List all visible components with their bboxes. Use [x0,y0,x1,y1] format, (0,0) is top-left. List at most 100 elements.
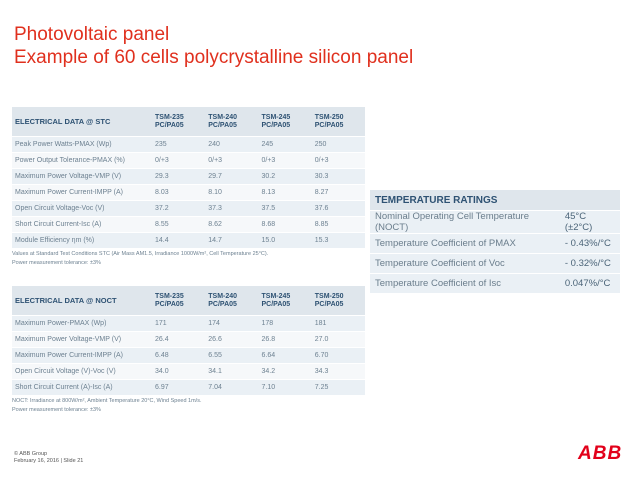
footer: © ABB Group February 16, 2016 | Slide 21 [14,451,83,465]
row: Module Efficiency ηm (%) 14.4 14.7 15.0 15.3 [12,232,365,249]
cell: 6.97 [152,379,206,396]
row-label: Power Output Tolerance-PMAX (%) [12,152,152,169]
column-header: TSM-245 PC/PA05 [258,107,312,137]
row: Open Circuit Voltage-Voc (V) 37.2 37.3 37.5… [12,200,365,217]
table: TEMPERATURE RATINGS Nominal Operating Cel… [370,190,620,294]
table-heading: TEMPERATURE RATINGS [370,190,620,211]
row: Short Circuit Current (A)-Isc (A) 6.97 7.0… [12,379,365,396]
cell: 174 [205,315,259,332]
cell: 0/+3 [311,152,365,169]
row: Maximum Power Current-IMPP (A) 6.48 6.55 6.… [12,347,365,364]
subtitle: Example of 60 cells polycrystalline sili… [14,47,414,68]
cell: 26.6 [205,331,259,348]
cell: 34.1 [205,363,259,380]
cell: 15.3 [311,232,365,249]
cell: 37.2 [152,200,206,217]
cell: - 0.32%/°C [559,253,620,274]
cell: 245 [258,136,312,153]
row-label: Temperature Coefficient of Voc [370,253,560,274]
row-label: Temperature Coefficient of PMAX [370,233,560,254]
cell: - 0.43%/°C [559,233,620,254]
temperature-table: TEMPERATURE RATINGS Nominal Operating Cel… [370,190,620,294]
row-label: Open Circuit Voltage (V)-Voc (V) [12,363,152,380]
cell: 235 [152,136,206,153]
cell: 8.10 [205,184,259,201]
row-label: Maximum Power Current-IMPP (A) [12,347,152,364]
cell: 7.25 [311,379,365,396]
logo: ABB [578,443,623,464]
stc-table: ELECTRICAL DATA @ STC TSM-235 PC/PA05 TSM-… [12,107,365,267]
row-label: Temperature Coefficient of Isc [370,273,560,294]
header-row: ELECTRICAL DATA @ STC TSM-235 PC/PA05 TSM-… [12,107,365,137]
column-header: TSM-245 PC/PA05 [258,286,312,316]
footer-line: February 16, 2016 | Slide 21 [14,458,84,464]
row-label: Maximum Power Voltage-VMP (V) [12,331,152,348]
note: Power measurement tolerance: ±3% [12,260,101,266]
row-label: Short Circuit Current-Isc (A) [12,216,152,233]
cell: 250 [311,136,365,153]
cell: 37.6 [311,200,365,217]
cell: 0/+3 [258,152,312,169]
row: Peak Power Watts-PMAX (Wp) 235 240 245 250 [12,136,365,153]
header-row: ELECTRICAL DATA @ NOCT TSM-235 PC/PA05 TSM… [12,286,365,316]
footer-line: © ABB Group [14,451,48,457]
row: Temperature Coefficient of Voc - 0.32%/°C [370,253,620,274]
cell: 34.0 [152,363,206,380]
cell: 181 [311,315,365,332]
cell: 7.04 [205,379,259,396]
row: Nominal Operating Cell Temperature (NOCT… [370,210,620,234]
cell: 37.5 [258,200,312,217]
cell: 8.27 [311,184,365,201]
row: Maximum Power Current-IMPP (A) 8.03 8.10 8.… [12,184,365,201]
row-label: Maximum Power Current-IMPP (A) [12,184,152,201]
cell: 14.7 [205,232,259,249]
cell: 37.3 [205,200,259,217]
cell: 34.2 [258,363,312,380]
table: ELECTRICAL DATA @ STC TSM-235 PC/PA05 TSM-… [12,107,365,249]
row: Maximum Power-PMAX (Wp) 171 174 178 181 [12,315,365,332]
cell: 8.03 [152,184,206,201]
row-label: Nominal Operating Cell Temperature (NOCT… [370,210,560,234]
cell: 8.68 [258,216,312,233]
row: Maximum Power Voltage-VMP (V) 26.4 26.6 26.… [12,331,365,348]
column-header: TSM-235 PC/PA05 [152,107,206,137]
cell: 0/+3 [152,152,206,169]
cell: 29.3 [152,168,206,185]
title: Photovoltaic panel [14,24,170,45]
cell: 0.047%/°C [559,273,620,294]
row: Maximum Power Voltage-VMP (V) 29.3 29.7 30.… [12,168,365,185]
cell: 27.0 [311,331,365,348]
row: Short Circuit Current-Isc (A) 8.55 8.62 8.6… [12,216,365,233]
row-label: Module Efficiency ηm (%) [12,232,152,249]
column-header: TSM-250 PC/PA05 [311,286,365,316]
cell: 26.4 [152,331,206,348]
cell: 171 [152,315,206,332]
cell: 34.3 [311,363,365,380]
cell: 8.62 [205,216,259,233]
cell: 8.13 [258,184,312,201]
cell: 15.0 [258,232,312,249]
column-header: TSM-240 PC/PA05 [205,107,259,137]
noct-table: ELECTRICAL DATA @ NOCT TSM-235 PC/PA05 TSM… [12,286,365,414]
note: NOCT: Irradiance at 800W/m², Ambient Tem… [12,398,202,404]
row: Open Circuit Voltage (V)-Voc (V) 34.0 34.1… [12,363,365,380]
cell: 30.3 [311,168,365,185]
note: Power measurement tolerance: ±3% [12,407,101,413]
cell: 6.48 [152,347,206,364]
cell: 8.55 [152,216,206,233]
row-label: Short Circuit Current (A)-Isc (A) [12,379,152,396]
row: Power Output Tolerance-PMAX (%) 0/+3 0/+3 0… [12,152,365,169]
header-row: TEMPERATURE RATINGS [370,190,620,211]
table-heading: ELECTRICAL DATA @ NOCT [12,286,152,316]
row: Temperature Coefficient of PMAX - 0.43%/°… [370,233,620,254]
cell: 0/+3 [205,152,259,169]
cell: 6.70 [311,347,365,364]
row-label: Open Circuit Voltage-Voc (V) [12,200,152,217]
row: Temperature Coefficient of Isc 0.047%/°C [370,273,620,294]
cell: 14.4 [152,232,206,249]
cell: 7.10 [258,379,312,396]
cell: 6.55 [205,347,259,364]
column-header: TSM-240 PC/PA05 [205,286,259,316]
row-label: Maximum Power-PMAX (Wp) [12,315,152,332]
